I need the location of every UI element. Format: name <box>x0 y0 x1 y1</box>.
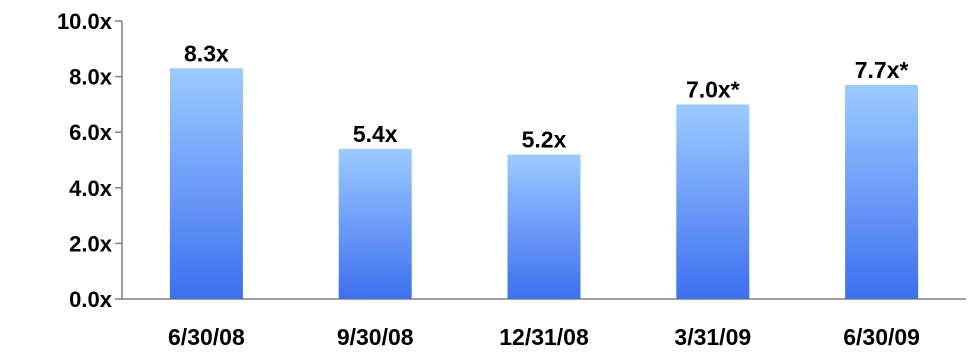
bar <box>338 148 412 299</box>
bar-value-label: 8.3x <box>184 40 229 66</box>
bar <box>845 84 919 299</box>
bar <box>169 68 243 299</box>
y-axis: 0.0x 2.0x 4.0x 6.0x 8.0x 10.0x <box>57 9 123 312</box>
x-category-label: 6/30/09 <box>843 324 920 350</box>
data-labels: 8.3x 5.4x 5.2x 7.0x* 7.7x* <box>184 40 908 152</box>
bar-value-label: 7.0x* <box>686 76 740 102</box>
bar <box>676 104 750 300</box>
bar-value-label: 5.4x <box>353 121 398 147</box>
x-category-label: 9/30/08 <box>337 324 414 350</box>
y-tick-label: 8.0x <box>69 65 113 90</box>
y-tick-label: 0.0x <box>69 287 113 312</box>
bars <box>169 68 919 300</box>
y-tick-label: 6.0x <box>69 120 113 145</box>
bar-value-label: 5.2x <box>522 126 567 152</box>
x-category-label: 12/31/08 <box>499 324 589 350</box>
y-tick-label: 4.0x <box>69 176 113 201</box>
bar-value-label: 7.7x* <box>855 57 909 83</box>
y-tick-label: 2.0x <box>69 231 113 256</box>
y-tick-label: 10.0x <box>57 9 113 34</box>
bar <box>507 154 581 299</box>
x-category-label: 3/31/09 <box>674 324 751 350</box>
x-axis: 6/30/08 9/30/08 12/31/08 3/31/09 6/30/09 <box>122 298 966 350</box>
x-category-label: 6/30/08 <box>168 324 245 350</box>
